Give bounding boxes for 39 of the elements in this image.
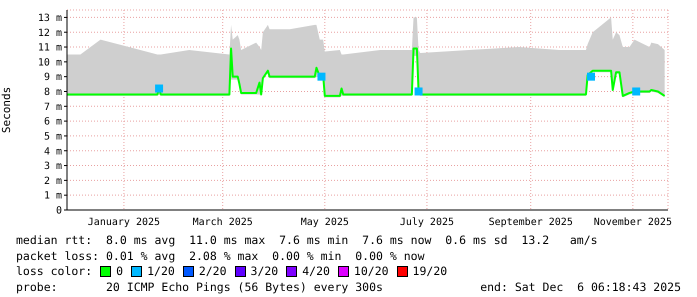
y-tick-label: 12 m — [38, 28, 62, 39]
legend-label: 10/20 — [354, 264, 389, 280]
legend-label: 19/20 — [412, 264, 448, 280]
legend-label: 4/20 — [302, 264, 330, 280]
point — [155, 84, 164, 93]
y-tick-label: 7 m — [44, 102, 62, 113]
y-tick-label: 2 m — [44, 176, 62, 187]
x-tick-label: July 2025 — [400, 217, 454, 228]
text: end: Sat Dec 6 06:18:43 2025 — [480, 280, 681, 295]
point — [632, 87, 640, 96]
x-tick-label: March 2025 — [192, 217, 253, 228]
y-tick-label: 3 m — [44, 161, 62, 172]
legend-label: 0 — [116, 264, 124, 280]
x-tick-label: May 2025 — [300, 217, 349, 228]
y-tick-label: 13 m — [38, 12, 62, 24]
y-tick-label: 8 m — [44, 87, 62, 98]
text: probe: 20 ICMP Echo Pings (56 Bytes) every 300s — [16, 280, 383, 295]
point — [317, 72, 326, 81]
legend-label: 1/20 — [147, 264, 175, 280]
line-series — [67, 48, 666, 97]
y-tick-label: 0 — [56, 206, 62, 217]
text: median rtt: 8.0 ms avg 11.0 ms max 7.6 ms min 7.6 ms now 0.6 ms sd 13.2 am/s — [16, 233, 599, 248]
x-tick-label: September 2025 — [488, 217, 573, 228]
text: packet loss: 0.01 % avg 2.08 % max 0.00 % min 0.00 % now — [16, 248, 426, 264]
y-tick-label: 6 m — [44, 116, 62, 128]
y-tick-label: 4 m — [44, 146, 62, 158]
y-tick-label: 10 m — [38, 57, 62, 68]
legend-title: loss color: — [16, 264, 92, 280]
point — [586, 72, 595, 81]
y-tick-label: 9 m — [44, 72, 62, 84]
point — [414, 87, 423, 96]
legend-label: 2/20 — [198, 264, 227, 280]
y-tick-label: 11 m — [38, 42, 62, 54]
y-tick-label: 1 m — [44, 190, 62, 202]
x-tick-label: January 2025 — [88, 217, 160, 228]
x-tick-label: November 2025 — [594, 217, 672, 228]
legend-label: 3/20 — [250, 264, 278, 280]
y-axis-title: Seconds — [0, 86, 13, 134]
y-tick-label: 5 m — [44, 131, 62, 142]
